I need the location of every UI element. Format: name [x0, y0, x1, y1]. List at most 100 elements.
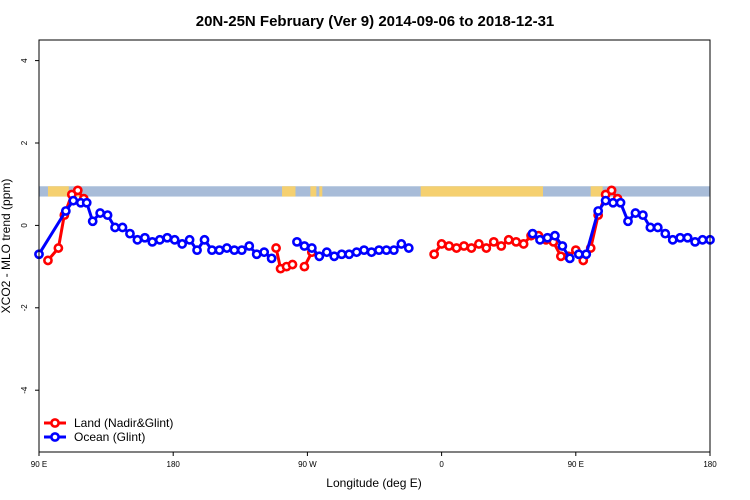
series-1	[34, 195, 715, 264]
data-point	[299, 261, 310, 272]
data-point	[429, 249, 440, 260]
data-point	[481, 243, 492, 253]
data-point	[221, 243, 232, 253]
data-point	[466, 243, 477, 253]
legend: Land (Nadir&Glint)Ocean (Glint)	[44, 416, 173, 444]
data-point	[518, 239, 529, 249]
y-tick-label: 2	[20, 140, 29, 145]
y-axis: -4 -2 0 2 4	[20, 58, 39, 394]
data-point	[81, 197, 92, 208]
data-point	[488, 236, 499, 247]
data-point	[72, 185, 83, 196]
data-point	[451, 243, 462, 253]
land-segment	[47, 186, 69, 197]
data-point	[125, 228, 135, 239]
data-point	[608, 197, 618, 208]
x-tick-label: 90 W	[298, 460, 317, 469]
data-point	[511, 236, 522, 247]
data-point	[682, 232, 693, 243]
data-point	[351, 247, 362, 258]
x-tick-label: 180	[167, 460, 181, 469]
data-point	[259, 247, 270, 258]
series-layer	[34, 185, 715, 274]
data-point	[117, 222, 128, 233]
data-point	[396, 239, 407, 249]
land-segment	[319, 186, 323, 197]
data-point	[68, 195, 79, 206]
data-point	[162, 232, 173, 243]
data-point	[199, 234, 210, 245]
y-tick-label: -2	[20, 304, 29, 312]
data-point	[147, 236, 158, 247]
data-point	[359, 245, 369, 256]
data-point	[403, 243, 414, 253]
data-point	[236, 245, 247, 256]
data-point	[535, 234, 545, 245]
land-segment	[282, 186, 296, 197]
data-point	[573, 249, 584, 260]
x-axis: 90 E 180 90 W 0 90 E 180	[31, 452, 717, 469]
data-point	[645, 222, 656, 233]
legend-marker	[50, 418, 60, 428]
x-axis-label: Longitude (deg E)	[326, 476, 421, 490]
data-point	[652, 222, 663, 233]
data-point	[557, 241, 568, 251]
data-point	[244, 241, 255, 251]
data-point	[542, 232, 553, 243]
data-point	[444, 241, 454, 251]
data-point	[299, 241, 310, 251]
data-point	[697, 234, 708, 245]
data-point	[581, 249, 592, 260]
data-point	[615, 197, 626, 208]
data-point	[329, 251, 340, 262]
data-point	[459, 241, 469, 251]
ocean-band	[39, 186, 710, 197]
data-point	[229, 245, 240, 256]
data-point	[388, 245, 399, 256]
data-point	[287, 259, 298, 270]
legend-marker	[50, 432, 60, 442]
data-point	[60, 206, 71, 216]
data-point	[436, 239, 447, 249]
data-point	[496, 241, 507, 251]
data-point	[154, 234, 165, 245]
data-point	[110, 222, 120, 233]
data-point	[344, 249, 355, 260]
plot-frame	[38, 39, 711, 453]
data-point	[177, 239, 188, 249]
data-point	[555, 251, 566, 262]
data-point	[314, 251, 325, 262]
data-point	[214, 245, 225, 256]
land-segment	[420, 186, 543, 197]
data-point	[660, 228, 671, 239]
data-point	[184, 234, 195, 245]
data-point	[690, 236, 700, 247]
data-point	[623, 216, 633, 227]
y-tick-label: -4	[20, 386, 29, 394]
y-axis-label: XCO2 - MLO trend (ppm)	[0, 179, 13, 314]
y-tick-label: 0	[20, 223, 29, 228]
data-point	[667, 234, 678, 245]
data-point	[95, 208, 106, 218]
data-point	[606, 185, 617, 196]
x-tick-label: 90 E	[568, 460, 584, 469]
data-point	[87, 216, 98, 227]
data-point	[306, 243, 317, 253]
legend-item: Land (Nadir&Glint)	[44, 416, 173, 430]
data-point	[266, 253, 277, 264]
x-tick-label: 180	[703, 460, 717, 469]
data-point	[321, 247, 332, 258]
data-point	[207, 245, 217, 256]
data-point	[593, 206, 604, 216]
data-point	[564, 253, 575, 264]
data-point	[638, 210, 648, 220]
data-point	[374, 245, 384, 256]
data-point	[43, 255, 53, 266]
data-point	[675, 232, 686, 243]
data-point	[271, 243, 281, 253]
data-point	[366, 247, 377, 258]
x-tick-label: 0	[439, 460, 444, 469]
data-point	[251, 249, 262, 260]
x-tick-label: 90 E	[31, 460, 47, 469]
data-point	[600, 195, 611, 206]
